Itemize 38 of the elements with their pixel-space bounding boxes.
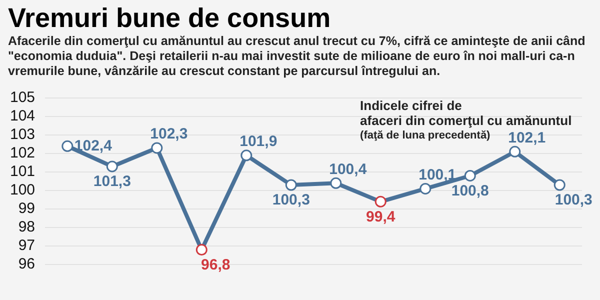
- point: [196, 244, 208, 256]
- y-tick-label: 104: [10, 108, 36, 125]
- data-label: 100,1: [418, 166, 456, 184]
- annotation: (faţă de luna precedentă): [360, 130, 491, 142]
- y-tick-label: 99: [18, 200, 36, 218]
- data-label: 100,3: [554, 192, 592, 209]
- point: [420, 182, 432, 194]
- y-tick-label: 97: [18, 237, 36, 254]
- point: [554, 179, 566, 191]
- data-label: 102,1: [508, 129, 546, 146]
- chart-subtitle: Afacerile din comerţul cu amănuntul au crescut anul trecut cu 7%, cifră ce aminteşte de anii când "economia duduia". Deşi retailerii n-au mai investit sute de milioane de euro în noi mall-uri ca-n vremurile bune, vânzările au crescut constant pe parcursul întregului an.: [7, 34, 586, 79]
- data-label: 102,4: [74, 137, 113, 154]
- data-label: 101,9: [240, 133, 278, 150]
- point: [374, 196, 386, 208]
- data-label: 96,8: [201, 256, 230, 274]
- y-tick-label: 101: [10, 163, 36, 180]
- point: [240, 150, 252, 162]
- chart-title: Vremuri bune de consum: [7, 2, 332, 34]
- data-label: 100,8: [451, 182, 489, 200]
- data-label: 100,4: [329, 160, 368, 178]
- point: [285, 179, 297, 191]
- point: [106, 160, 118, 172]
- y-tick-label: 103: [10, 126, 36, 144]
- point: [330, 177, 342, 189]
- annotation: Indicele cifrei de afaceri din comerţul cu amănuntul: [360, 98, 572, 128]
- data-label: 99,4: [366, 208, 396, 226]
- y-tick-label: 96: [18, 256, 36, 273]
- y-tick-label: 100: [10, 182, 36, 199]
- data-label: 102,3: [150, 126, 188, 143]
- y-tick-label: 98: [18, 218, 36, 236]
- point: [151, 142, 163, 154]
- y-tick-label: 102: [10, 144, 36, 162]
- y-tick-label: 105: [10, 89, 36, 106]
- point: [464, 170, 476, 182]
- data-label: 101,3: [93, 173, 131, 190]
- point: [509, 146, 521, 158]
- point: [62, 140, 74, 152]
- data-label: 100,3: [272, 192, 310, 209]
